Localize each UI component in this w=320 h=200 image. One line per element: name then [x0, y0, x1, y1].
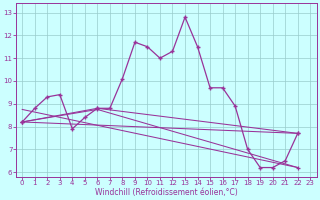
X-axis label: Windchill (Refroidissement éolien,°C): Windchill (Refroidissement éolien,°C): [95, 188, 238, 197]
